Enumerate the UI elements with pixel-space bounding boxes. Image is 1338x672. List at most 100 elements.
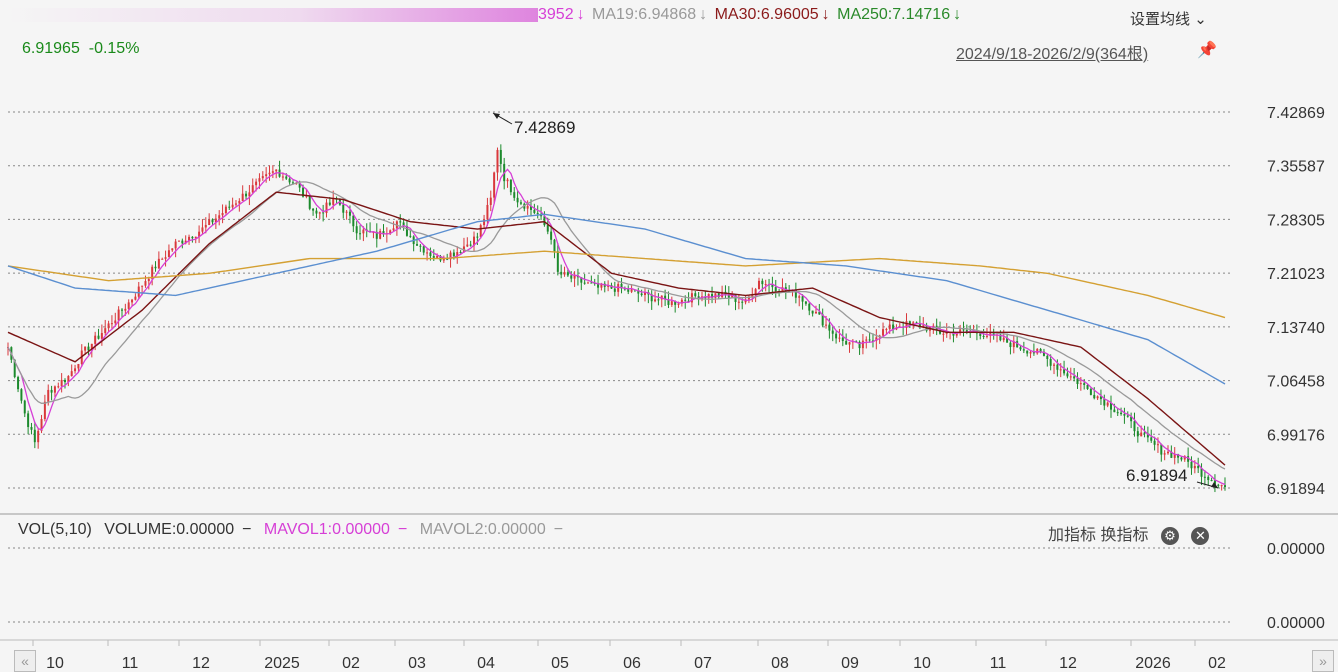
candle-body [979, 333, 982, 336]
candle-body [177, 240, 180, 242]
x-tick-label: 11 [990, 655, 1007, 672]
date-range-link[interactable]: 2024/9/18-2026/2/9(364根) [956, 46, 1149, 63]
candle-body [1170, 451, 1173, 458]
candle-body [781, 287, 784, 292]
candle-body [533, 209, 536, 213]
low-annotation: 6.91894 [1126, 466, 1187, 485]
legend-fade [8, 8, 538, 22]
candle-body [590, 282, 593, 284]
candle-body [965, 330, 968, 333]
candle-body [218, 215, 221, 219]
candle-body [939, 330, 942, 334]
ma-extra-line [7, 213, 1226, 385]
candle-body [174, 241, 177, 249]
candle-body [1150, 437, 1153, 441]
vol-label: VOL(5,10) [18, 521, 92, 538]
candle-body [1133, 421, 1136, 432]
x-tick-label: 09 [841, 655, 859, 672]
candle-body [959, 329, 962, 334]
candle-body [499, 149, 502, 164]
switch-indicator-button[interactable]: 换指标 [1100, 527, 1149, 544]
scroll-left-button[interactable]: « [14, 650, 36, 672]
x-tick-label: 05 [551, 655, 569, 672]
candle-body [345, 211, 348, 213]
candle-body [214, 218, 217, 223]
candle-body [1183, 456, 1186, 460]
candle-body [744, 299, 747, 303]
candle-body [432, 256, 435, 258]
pin-icon[interactable]: 📌 [1197, 42, 1217, 59]
candle-body [228, 206, 231, 208]
candle-body [717, 293, 720, 298]
candle-body [1029, 352, 1032, 354]
candle-body [573, 275, 576, 279]
candle-body [114, 320, 117, 324]
last-price-value: 6.91965 [22, 40, 80, 57]
y-tick-label: 7.13740 [1267, 320, 1325, 337]
candle-body [47, 389, 50, 402]
candle-body [483, 219, 486, 226]
candle-body [449, 252, 452, 260]
candle-body [1200, 468, 1203, 477]
candle-body [476, 236, 479, 238]
x-tick-label: 11 [122, 655, 139, 672]
candle-body [1156, 444, 1159, 446]
x-tick-label: 02 [342, 655, 360, 672]
add-indicator-button[interactable]: 加指标 [1048, 527, 1097, 544]
candle-body [201, 227, 204, 232]
candle-body [1026, 350, 1029, 354]
candle-body [271, 171, 274, 173]
candle-body [674, 301, 677, 305]
candle-body [754, 289, 757, 296]
candle-body [838, 337, 841, 339]
candle-body [486, 204, 489, 220]
candle-body [409, 235, 412, 237]
candle-body [734, 294, 737, 302]
candle-body [871, 340, 874, 342]
candle-body [1197, 465, 1200, 469]
candle-body [841, 337, 844, 341]
candle-body [208, 219, 211, 225]
candle-body [107, 323, 110, 329]
candle-body [1006, 337, 1009, 343]
x-tick-label: 08 [771, 655, 789, 672]
candle-body [1213, 480, 1216, 485]
candle-body [1187, 456, 1190, 462]
candle-body [818, 311, 821, 315]
candle-body [147, 278, 150, 282]
close-icon[interactable]: ✕ [1191, 526, 1210, 545]
candle-body [597, 283, 600, 288]
scroll-right-button[interactable]: » [1312, 650, 1334, 672]
candle-body [680, 299, 683, 304]
candle-body [258, 178, 261, 182]
candle-body [942, 333, 945, 335]
ma5-line [7, 168, 1226, 486]
candle-body [764, 284, 767, 286]
candle-body [1167, 451, 1170, 454]
candle-body [600, 283, 603, 288]
candle-body [1207, 476, 1210, 481]
candle-body [1110, 402, 1113, 410]
candle-body [1099, 396, 1102, 400]
candle-body [1143, 432, 1146, 434]
candle-body [1049, 359, 1052, 366]
ma-settings-button[interactable]: 设置均线 ⌄ [1130, 8, 1207, 29]
candle-body [124, 308, 127, 311]
candle-body [1203, 476, 1206, 478]
candle-body [657, 299, 660, 301]
candle-body [677, 303, 680, 305]
candle-body [670, 301, 673, 305]
candle-body [127, 302, 130, 309]
candle-body [1096, 396, 1099, 399]
candle-body [1002, 337, 1005, 341]
candle-body [117, 309, 120, 321]
candle-body [1016, 341, 1019, 348]
candle-body [825, 324, 828, 326]
candle-body [57, 386, 60, 388]
candle-body [1059, 369, 1062, 371]
candle-body [221, 212, 224, 216]
candle-body [234, 203, 237, 205]
candle-body [137, 286, 140, 297]
gear-icon[interactable]: ⚙ [1160, 526, 1179, 545]
candle-body [664, 295, 667, 300]
